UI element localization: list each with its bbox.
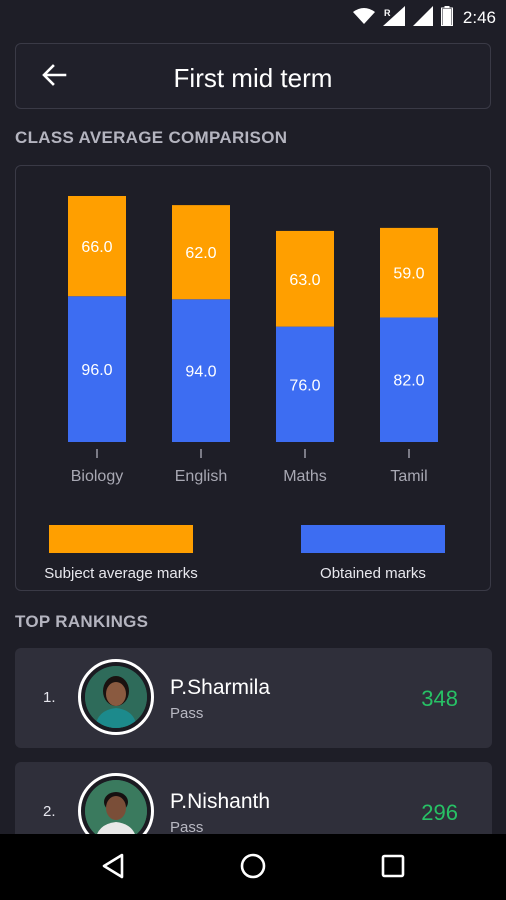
- stacked-bar-chart: 96.0 66.0 Biology 94.0 62.0 English 76.0 63.0 Ma…: [68, 196, 438, 485]
- student-name: P.Nishanth: [170, 790, 271, 813]
- rank-number: 1.: [43, 689, 56, 706]
- bar-obtained: [172, 299, 230, 442]
- student-score: 296: [421, 800, 458, 825]
- bar-label-average: 62.0: [185, 245, 216, 262]
- legend-swatch-average: [49, 525, 193, 553]
- chart-card: 96.0 66.0 Biology 94.0 62.0 English 76.0 63.0 Ma…: [15, 165, 491, 591]
- legend-item-average: Subject average marks: [34, 525, 208, 582]
- bar-label-obtained: 94.0: [185, 364, 216, 381]
- nav-recents-button[interactable]: [375, 850, 411, 886]
- legend-label-obtained: Obtained marks: [320, 565, 426, 582]
- avatar-photo: [85, 666, 147, 728]
- legend-item-obtained: Obtained marks: [286, 525, 460, 582]
- system-nav-bar: [0, 834, 506, 900]
- x-tick-label: Maths: [283, 468, 327, 485]
- signal-icon: [412, 5, 433, 31]
- page-title: First mid term: [173, 63, 333, 93]
- bar-average: [68, 196, 126, 297]
- student-name: P.Sharmila: [170, 676, 270, 699]
- arrow-left-icon: [41, 63, 67, 91]
- nav-back-button[interactable]: [95, 850, 131, 886]
- back-triangle-icon: [100, 852, 126, 885]
- student-status: Pass: [170, 705, 204, 722]
- bar-label-average: 63.0: [289, 272, 320, 289]
- bar-average: [276, 230, 334, 327]
- recents-square-icon: [380, 853, 406, 884]
- student-status: Pass: [170, 819, 204, 836]
- wifi-icon: [352, 7, 375, 30]
- bar-average: [172, 205, 230, 300]
- x-tick-label: Tamil: [390, 468, 427, 485]
- back-button[interactable]: [38, 62, 70, 92]
- battery-icon: [440, 5, 453, 31]
- header-card: First mid term: [15, 43, 491, 109]
- signal-roaming-icon: R: [382, 5, 405, 31]
- ranking-item[interactable]: 1. P.Sharmila Pass 348: [15, 648, 492, 748]
- status-time: 2:46: [462, 8, 496, 27]
- svg-text:R: R: [384, 8, 391, 18]
- student-score: 348: [421, 686, 458, 711]
- bar-label-obtained: 96.0: [81, 362, 112, 379]
- bar-obtained: [276, 326, 334, 442]
- rank-number: 2.: [43, 803, 56, 820]
- avatar-photo: [85, 780, 147, 842]
- bar-average: [380, 227, 438, 318]
- bar-label-obtained: 76.0: [289, 377, 320, 394]
- bar-obtained: [68, 296, 126, 442]
- x-tick-label: English: [175, 468, 227, 485]
- status-icons: R 2:46: [352, 5, 496, 31]
- status-bar: R 2:46: [0, 0, 506, 36]
- x-tick-label: Biology: [71, 468, 123, 485]
- home-circle-icon: [239, 852, 267, 885]
- legend-swatch-obtained: [301, 525, 445, 553]
- bar-label-average: 66.0: [81, 239, 112, 256]
- avatar: [78, 659, 154, 735]
- nav-home-button[interactable]: [235, 850, 271, 886]
- rankings-section-title: TOP RANKINGS: [15, 612, 149, 631]
- bar-label-average: 59.0: [393, 266, 424, 283]
- chart-section-title: CLASS AVERAGE COMPARISON: [15, 128, 288, 147]
- legend-label-average: Subject average marks: [44, 565, 198, 582]
- bar-label-obtained: 82.0: [393, 373, 424, 390]
- bar-obtained: [380, 317, 438, 442]
